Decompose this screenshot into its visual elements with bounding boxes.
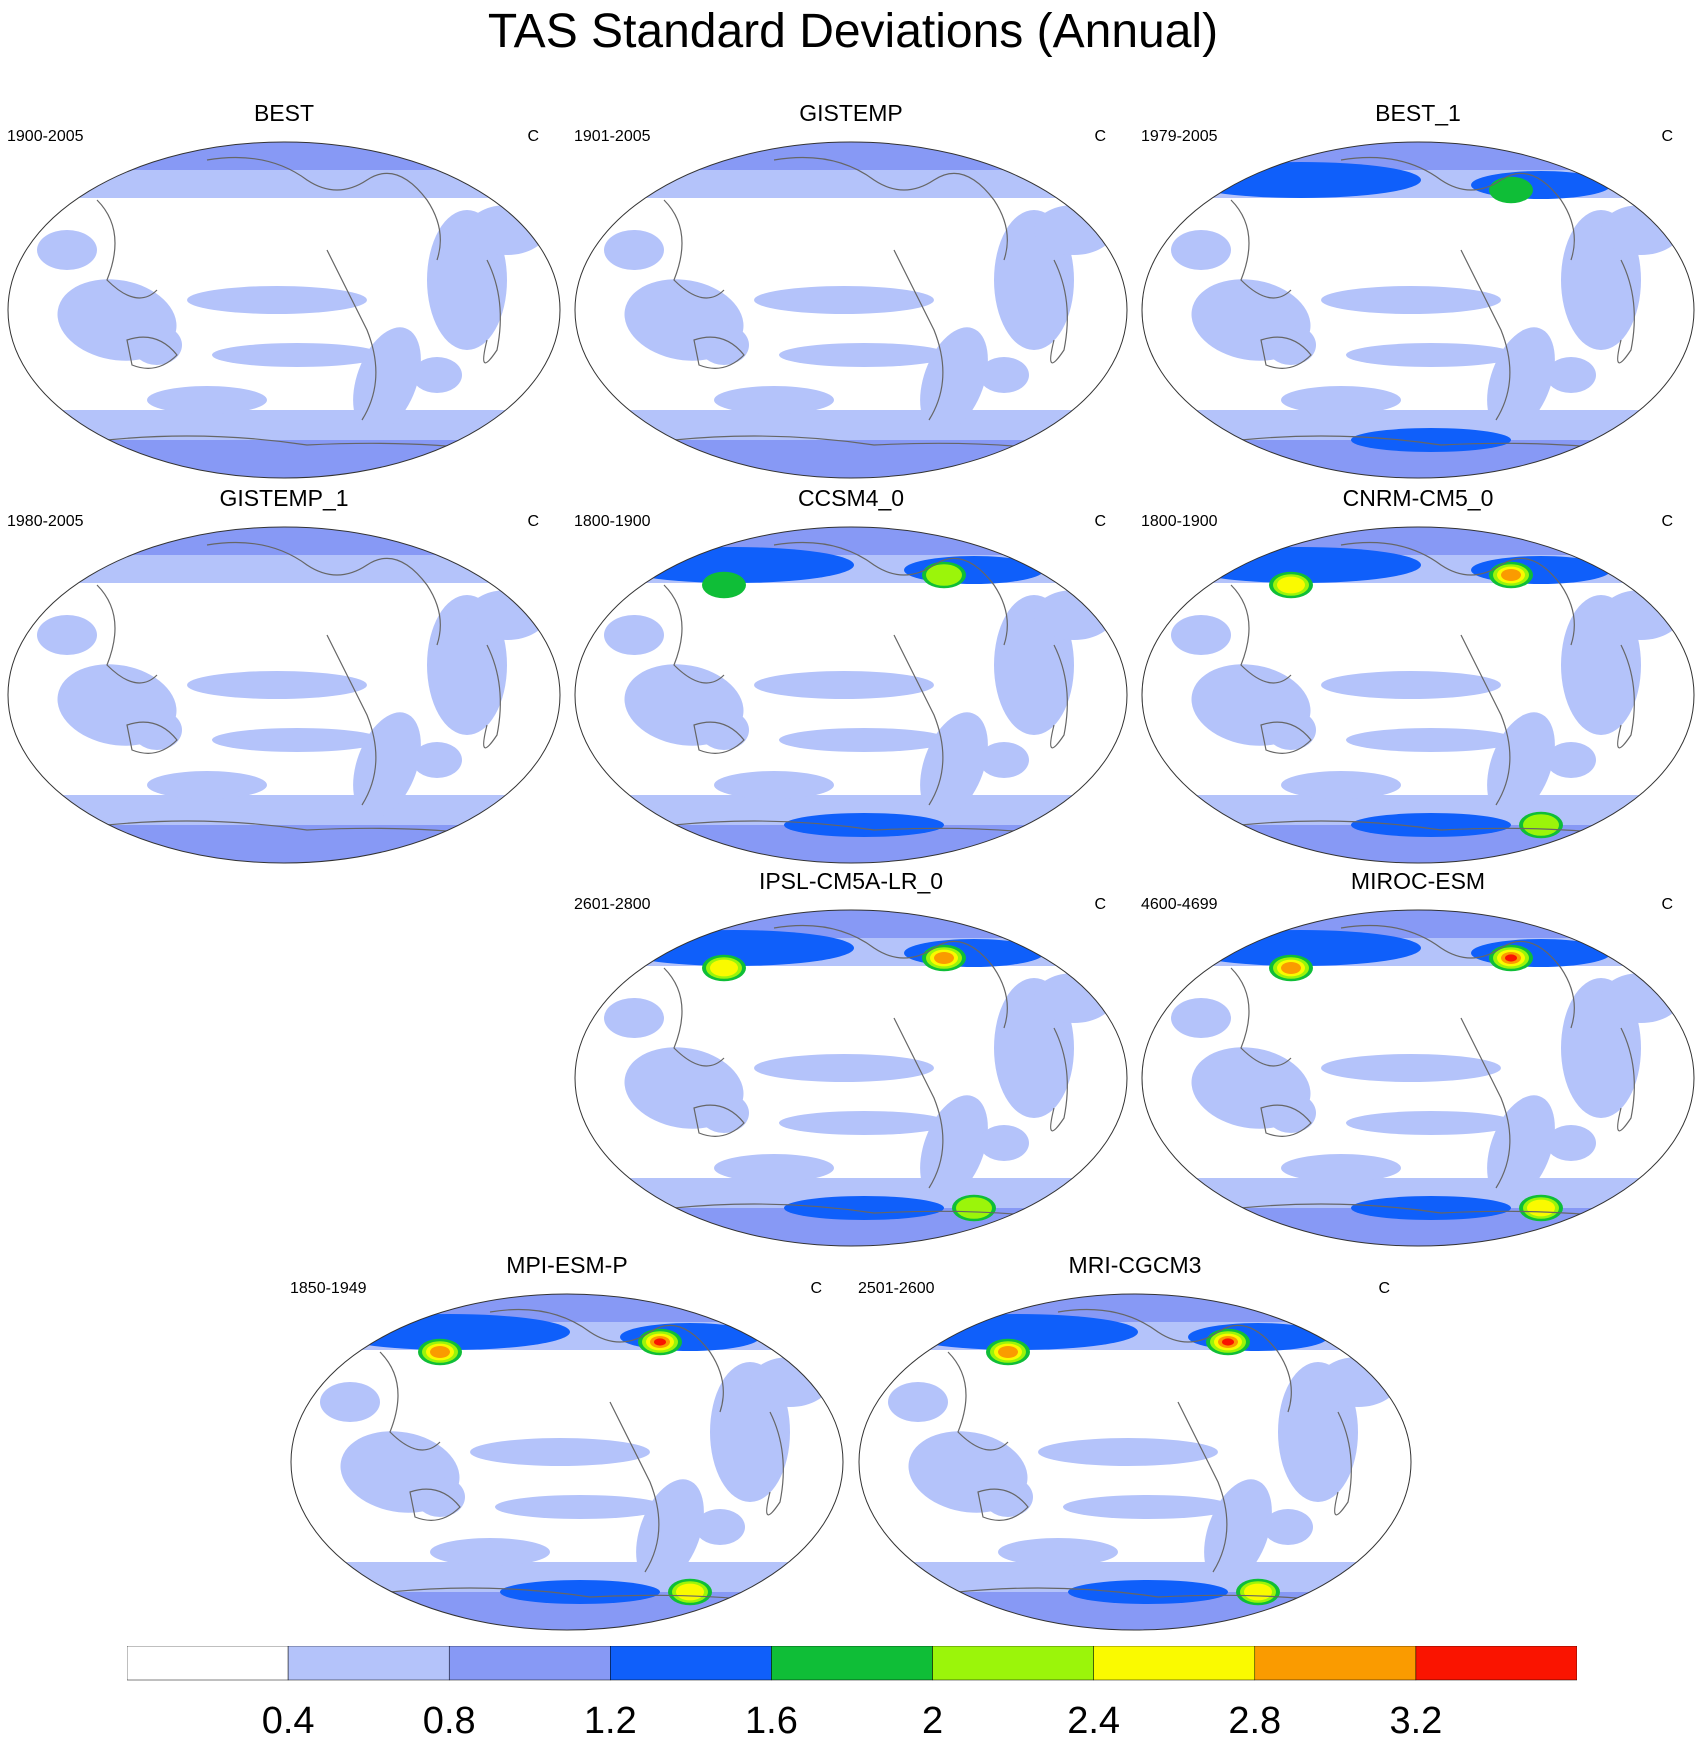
panel-period: 1800-1900 xyxy=(574,513,651,530)
panel-period: 1979-2005 xyxy=(1141,128,1218,145)
panel-unit: C xyxy=(1094,128,1106,145)
map-panel: BEST 1900-2005 C xyxy=(7,100,561,479)
world-map xyxy=(290,1293,844,1631)
panel-period: 2501-2600 xyxy=(858,1280,935,1297)
panel-title: BEST xyxy=(253,100,315,126)
colorbar-tick-label: 2.4 xyxy=(1067,1700,1121,1742)
panel-title: CCSM4_0 xyxy=(797,485,905,511)
colorbar-tick-label: 2 xyxy=(921,1700,944,1742)
colorbar-tick-label: 1.6 xyxy=(745,1700,798,1742)
figure-title: TAS Standard Deviations (Annual) xyxy=(487,5,1219,58)
colorbar-tick-label: 2.8 xyxy=(1228,1700,1282,1742)
panel-title: IPSL-CM5A-LR_0 xyxy=(758,868,944,894)
panel-unit: C xyxy=(527,128,539,145)
world-map xyxy=(7,526,561,864)
panel-title: CNRM-CM5_0 xyxy=(1342,485,1494,511)
world-map xyxy=(858,1293,1412,1631)
panel-period: 1900-2005 xyxy=(7,128,84,145)
panel-period: 1850-1949 xyxy=(290,1280,367,1297)
colorbar-swatch xyxy=(1093,1646,1256,1681)
panel-title: MPI-ESM-P xyxy=(506,1252,628,1278)
colorbar-swatch xyxy=(1254,1646,1417,1681)
panel-unit: C xyxy=(1661,128,1673,145)
colorbar-tick-label: 0.8 xyxy=(422,1700,476,1742)
panel-period: 1980-2005 xyxy=(7,513,84,530)
map-panel: MPI-ESM-P 1850-1949 C xyxy=(290,1252,844,1631)
panel-period: 2601-2800 xyxy=(574,896,651,913)
world-map xyxy=(574,909,1128,1247)
panel-unit: C xyxy=(1378,1280,1390,1297)
map-panel: BEST_1 1979-2005 C xyxy=(1141,100,1695,479)
panel-title: GISTEMP xyxy=(799,100,903,126)
colorbar-swatch xyxy=(1415,1646,1577,1681)
panel-unit: C xyxy=(810,1280,822,1297)
panel-period: 1901-2005 xyxy=(574,128,651,145)
colorbar-swatch xyxy=(287,1646,450,1681)
map-panel: MIROC-ESM 4600-4699 C xyxy=(1141,868,1695,1247)
panel-title: MRI-CGCM3 xyxy=(1068,1252,1202,1278)
map-panel: IPSL-CM5A-LR_0 2601-2800 C xyxy=(574,868,1128,1247)
colorbar xyxy=(127,1646,1577,1681)
panel-unit: C xyxy=(1661,513,1673,530)
map-panel: GISTEMP_1 1980-2005 C xyxy=(7,485,561,864)
panel-title: MIROC-ESM xyxy=(1350,868,1486,894)
world-map xyxy=(1141,526,1695,864)
map-panel: GISTEMP 1901-2005 C xyxy=(574,100,1128,479)
panel-unit: C xyxy=(1094,896,1106,913)
panel-unit: C xyxy=(527,513,539,530)
panel-title: BEST_1 xyxy=(1375,100,1461,126)
world-map xyxy=(574,141,1128,479)
map-panel: CCSM4_0 1800-1900 C xyxy=(574,485,1128,864)
colorbar-tick-label: 3.2 xyxy=(1389,1700,1443,1742)
colorbar-swatch xyxy=(127,1646,289,1681)
colorbar-swatch xyxy=(448,1646,611,1681)
world-map xyxy=(1141,141,1695,479)
colorbar-tick-label: 1.2 xyxy=(583,1700,637,1742)
world-map xyxy=(574,526,1128,864)
colorbar-swatch xyxy=(771,1646,933,1681)
map-panel: CNRM-CM5_0 1800-1900 C xyxy=(1141,485,1695,864)
colorbar-swatch xyxy=(610,1646,772,1681)
world-map xyxy=(1141,909,1695,1247)
panel-period: 1800-1900 xyxy=(1141,513,1218,530)
panel-unit: C xyxy=(1661,896,1673,913)
map-panel: MRI-CGCM3 2501-2600 C xyxy=(858,1252,1412,1631)
panel-title: GISTEMP_1 xyxy=(219,485,349,511)
panel-unit: C xyxy=(1094,513,1106,530)
colorbar-swatch xyxy=(932,1646,1094,1681)
panel-period: 4600-4699 xyxy=(1141,896,1218,913)
colorbar-tick-label: 0.4 xyxy=(261,1700,315,1742)
world-map xyxy=(7,141,561,479)
